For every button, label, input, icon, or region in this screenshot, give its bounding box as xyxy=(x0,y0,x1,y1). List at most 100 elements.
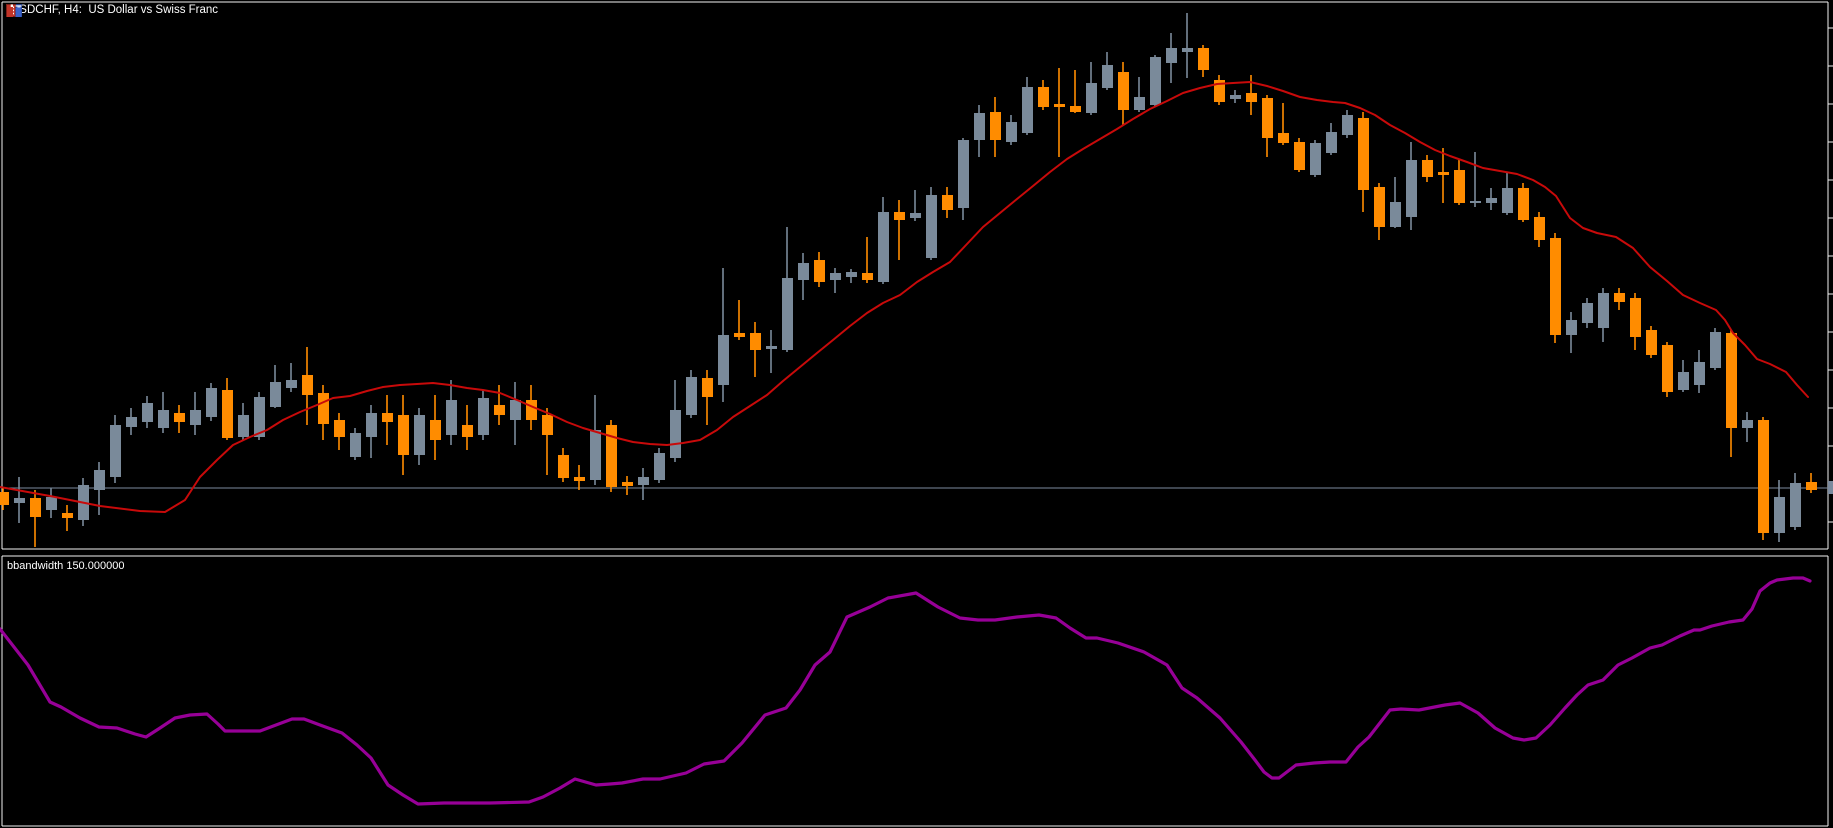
candle-body-down xyxy=(1054,104,1065,107)
candle-body-down xyxy=(1198,48,1209,70)
candle-body-up xyxy=(1182,48,1193,52)
candle-body-down xyxy=(862,273,873,280)
candle-body-down xyxy=(318,393,329,424)
candle-body-down xyxy=(222,390,233,438)
candle-body-down xyxy=(1358,118,1369,190)
candle-body-up xyxy=(46,497,57,510)
candle-body-down xyxy=(430,420,441,440)
candle-body-up xyxy=(1342,115,1353,135)
price-marker xyxy=(1828,481,1833,494)
candle-body-down xyxy=(942,195,953,210)
chart-title-bar: USDCHF, H4: US Dollar vs Swiss Franc xyxy=(6,4,219,17)
candle-body-up xyxy=(94,470,105,490)
candle-body-up xyxy=(478,398,489,435)
candle-body-down xyxy=(30,498,41,517)
candle-body-down xyxy=(462,425,473,437)
candle-body-up xyxy=(1150,57,1161,105)
window-divider[interactable] xyxy=(2,550,1828,555)
candle-body-down xyxy=(334,420,345,437)
candles-layer xyxy=(0,13,1817,547)
candle-body-up xyxy=(1470,201,1481,203)
candle-body-down xyxy=(1438,172,1449,175)
candle-body-up xyxy=(766,346,777,349)
candle-body-up xyxy=(1486,198,1497,203)
candle-body-down xyxy=(1614,293,1625,302)
candle-body-down xyxy=(1550,238,1561,335)
candle-body-down xyxy=(1118,72,1129,110)
candle-body-up xyxy=(510,400,521,420)
candle-body-up xyxy=(286,380,297,388)
candle-body-up xyxy=(254,397,265,437)
candle-body-down xyxy=(0,492,9,505)
indicator-label: bbandwidth 150.000000 xyxy=(7,560,125,572)
candle-body-up xyxy=(1006,122,1017,142)
candle-body-up xyxy=(238,415,249,437)
candle-body-down xyxy=(382,413,393,422)
bar-chart-icon xyxy=(7,4,22,17)
candle-body-down xyxy=(1246,93,1257,102)
candle-body-up xyxy=(110,425,121,477)
candle-body-up xyxy=(350,433,361,457)
candle-body-down xyxy=(702,378,713,397)
candle-body-up xyxy=(1710,332,1721,368)
candle-body-down xyxy=(1038,87,1049,107)
candle-body-up xyxy=(1742,420,1753,428)
candle-body-up xyxy=(366,413,377,437)
candle-body-down xyxy=(814,260,825,282)
candle-body-up xyxy=(1774,497,1785,533)
candle-body-up xyxy=(1406,160,1417,217)
candle-body-up xyxy=(1134,97,1145,110)
candle-body-down xyxy=(1662,345,1673,392)
candle-body-down xyxy=(1278,133,1289,143)
candle-body-up xyxy=(782,278,793,350)
candle-body-up xyxy=(1390,202,1401,227)
candle-body-down xyxy=(398,415,409,455)
candle-body-up xyxy=(1086,83,1097,113)
candle-body-down xyxy=(1454,170,1465,203)
candle-body-up xyxy=(1230,95,1241,99)
candle-body-down xyxy=(174,413,185,422)
candle-body-down xyxy=(574,477,585,481)
candle-body-up xyxy=(1566,320,1577,335)
candle-body-down xyxy=(606,425,617,487)
candle-body-down xyxy=(750,333,761,350)
candle-body-up xyxy=(206,388,217,417)
candle-body-down xyxy=(1294,142,1305,170)
candle-body-down xyxy=(1534,217,1545,240)
candle-body-up xyxy=(654,453,665,480)
candle-body-up xyxy=(126,417,137,427)
candle-body-up xyxy=(414,415,425,455)
candle-body-up xyxy=(1310,143,1321,175)
candle-body-down xyxy=(1518,188,1529,220)
candle-body-up xyxy=(686,377,697,415)
candle-body-down xyxy=(734,333,745,337)
candle-body-up xyxy=(1598,293,1609,328)
candle-body-down xyxy=(558,455,569,478)
candle-body-down xyxy=(1630,298,1641,337)
candle-body-down xyxy=(1214,80,1225,102)
candle-body-up xyxy=(1678,372,1689,390)
candle-body-down xyxy=(1646,330,1657,355)
candle-body-up xyxy=(1166,48,1177,63)
candle-body-down xyxy=(894,212,905,220)
candle-body-up xyxy=(14,498,25,503)
candle-body-up xyxy=(798,263,809,280)
indicator-line xyxy=(0,576,1812,806)
candle-body-down xyxy=(1262,98,1273,138)
candle-body-up xyxy=(910,213,921,218)
candle-body-up xyxy=(1326,132,1337,153)
candle-body-down xyxy=(990,112,1001,140)
candle-body-down xyxy=(494,405,505,415)
ma-line xyxy=(0,81,1809,513)
candle-body-down xyxy=(526,400,537,420)
chart-title: USDCHF, H4: US Dollar vs Swiss Franc xyxy=(11,4,219,16)
candle-body-up xyxy=(958,140,969,208)
candle-body-up xyxy=(590,430,601,480)
candle-body-down xyxy=(62,513,73,518)
candle-body-down xyxy=(1374,187,1385,227)
candle-body-up xyxy=(1582,303,1593,323)
candle-body-down xyxy=(622,482,633,486)
